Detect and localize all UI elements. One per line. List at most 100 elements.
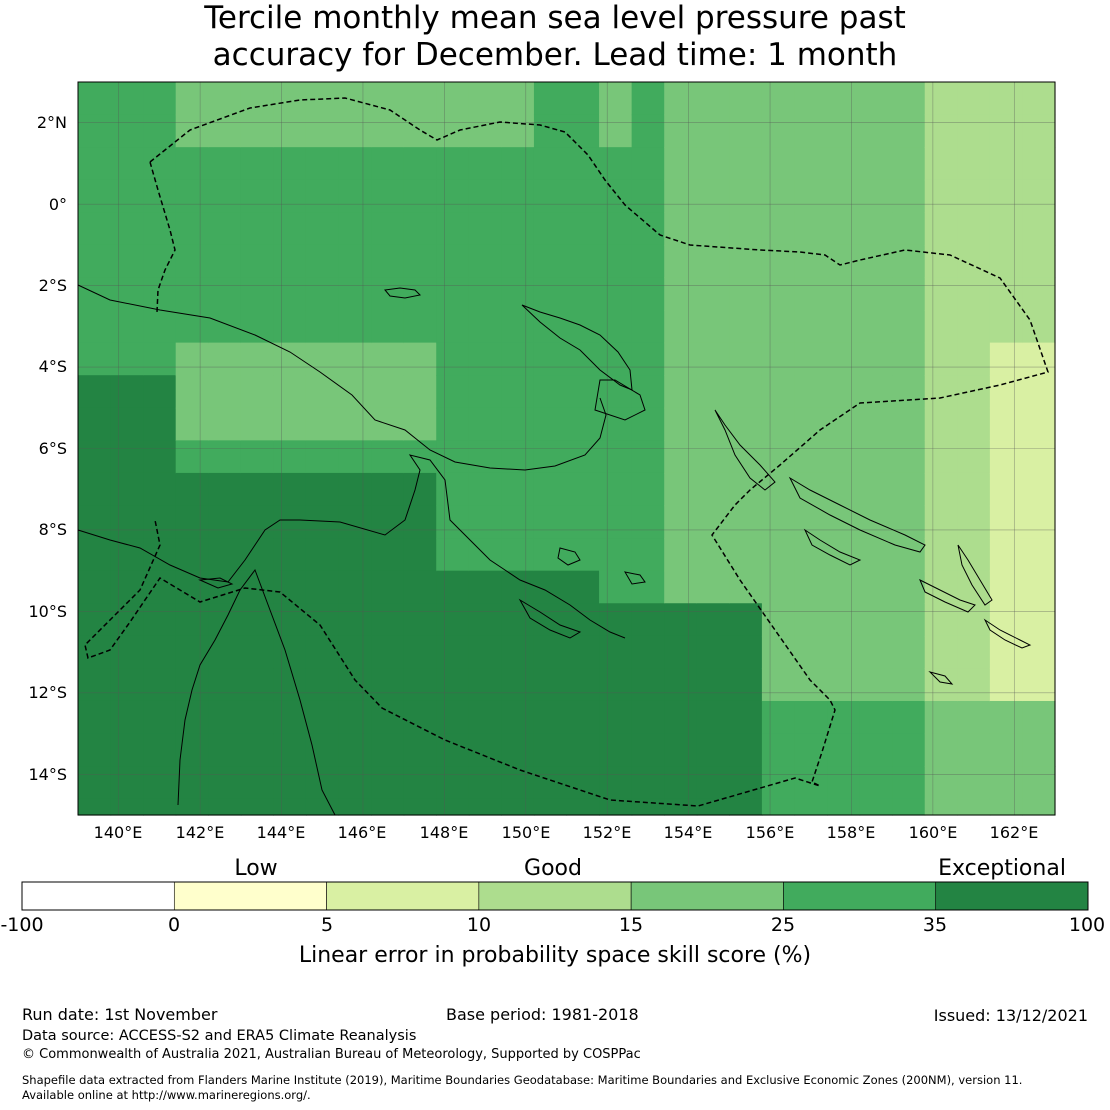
- grid-cell: [371, 244, 405, 279]
- grid-cell: [566, 114, 600, 148]
- grid-cell: [827, 212, 861, 246]
- grid-cell: [533, 538, 568, 572]
- grid-cell: [729, 114, 763, 148]
- grid-cell: [338, 310, 372, 344]
- grid-cell: [696, 375, 730, 409]
- grid-cell: [827, 570, 861, 604]
- grid-cell: [208, 603, 242, 637]
- grid-cell: [957, 700, 991, 735]
- grid-cell: [208, 407, 242, 441]
- grid-cell: [761, 570, 796, 604]
- grid-cell: [501, 310, 535, 344]
- grid-cell: [664, 407, 698, 441]
- grid-cell: [989, 570, 1024, 604]
- grid-cell: [371, 538, 405, 572]
- grid-cell: [924, 538, 958, 572]
- grid-cell: [957, 147, 991, 181]
- grid-cell: [989, 766, 1024, 800]
- grid-cell: [403, 538, 437, 572]
- grid-cell: [566, 277, 600, 311]
- grid-cell: [924, 212, 958, 246]
- grid-cell: [240, 82, 274, 116]
- grid-cell: [78, 700, 112, 735]
- grid-cell: [957, 407, 991, 441]
- lon-label-144e: 144°E: [256, 823, 306, 842]
- grid-cell: [761, 472, 796, 507]
- grid-cell: [143, 212, 177, 246]
- grid-cell: [924, 244, 958, 279]
- grid-cell: [436, 766, 470, 800]
- grid-cell: [273, 603, 307, 637]
- grid-cell: [501, 440, 535, 474]
- grid-cell: [143, 733, 177, 767]
- colorbar-label: Linear error in probability space skill …: [298, 943, 812, 968]
- lon-label-156e: 156°E: [745, 823, 795, 842]
- grid-cell: [143, 114, 177, 148]
- grid-cell: [78, 375, 112, 409]
- grid-cell: [436, 505, 470, 539]
- grid-cell: [729, 277, 763, 311]
- grid-cell: [989, 179, 1024, 213]
- grid-cell: [566, 635, 600, 669]
- grid-cell: [338, 179, 372, 213]
- grid-cell: [957, 375, 991, 409]
- grid-cell: [924, 342, 958, 376]
- grid-cell: [761, 603, 796, 637]
- grid-cell: [305, 668, 340, 702]
- grid-cell: [208, 700, 242, 735]
- grid-cell: [273, 244, 307, 279]
- grid-cell: [240, 733, 274, 767]
- grid-cell: [175, 603, 209, 637]
- grid-cell: [1022, 733, 1056, 767]
- grid-cell: [859, 505, 893, 539]
- grid-cell: [533, 179, 568, 213]
- santa-cruz: [983, 618, 1032, 649]
- grid-cell: [729, 538, 763, 572]
- grid-cell: [696, 342, 730, 376]
- grid-cell: [599, 82, 633, 116]
- grid-cell: [859, 310, 893, 344]
- grid-cell: [273, 375, 307, 409]
- grid-cell: [631, 635, 665, 669]
- grid-cell: [761, 538, 796, 572]
- grid-cell: [110, 505, 144, 539]
- grid-cell: [794, 700, 828, 735]
- grid-cell: [305, 440, 340, 474]
- grid-cell: [664, 700, 698, 735]
- grid-cell: [175, 375, 209, 409]
- grid-cell: [468, 310, 502, 344]
- grid-cell: [305, 407, 340, 441]
- grid-cell: [371, 733, 405, 767]
- grid-cell: [566, 407, 600, 441]
- grid-cell: [110, 733, 144, 767]
- colorbar-segment: [630, 881, 784, 911]
- lat-label-2n: 2°N: [36, 113, 67, 132]
- grid-cell: [78, 733, 112, 767]
- grid-cell: [957, 733, 991, 767]
- grid-cell: [110, 570, 144, 604]
- grid-cell: [599, 179, 633, 213]
- grid-cell: [924, 440, 958, 474]
- grid-cell: [273, 407, 307, 441]
- grid-cell: [599, 114, 633, 148]
- grid-cell: [143, 277, 177, 311]
- grid-cell: [761, 114, 796, 148]
- grid-cell: [436, 277, 470, 311]
- grid-cell: [143, 668, 177, 702]
- grid-cell: [78, 668, 112, 702]
- grid-cell: [371, 147, 405, 181]
- grid-cell: [729, 733, 763, 767]
- grid-cell: [794, 798, 828, 816]
- grid-cell: [924, 570, 958, 604]
- grid-cell: [696, 668, 730, 702]
- grid-cell: [371, 635, 405, 669]
- grid-cell: [78, 472, 112, 507]
- grid-cell: [501, 82, 535, 116]
- grid-cell: [892, 538, 926, 572]
- grid-cell: [566, 668, 600, 702]
- lon-label-158e: 158°E: [826, 823, 876, 842]
- grid-cell: [957, 82, 991, 116]
- grid-cell: [305, 244, 340, 279]
- grid-cell: [240, 114, 274, 148]
- grid-cell: [143, 538, 177, 572]
